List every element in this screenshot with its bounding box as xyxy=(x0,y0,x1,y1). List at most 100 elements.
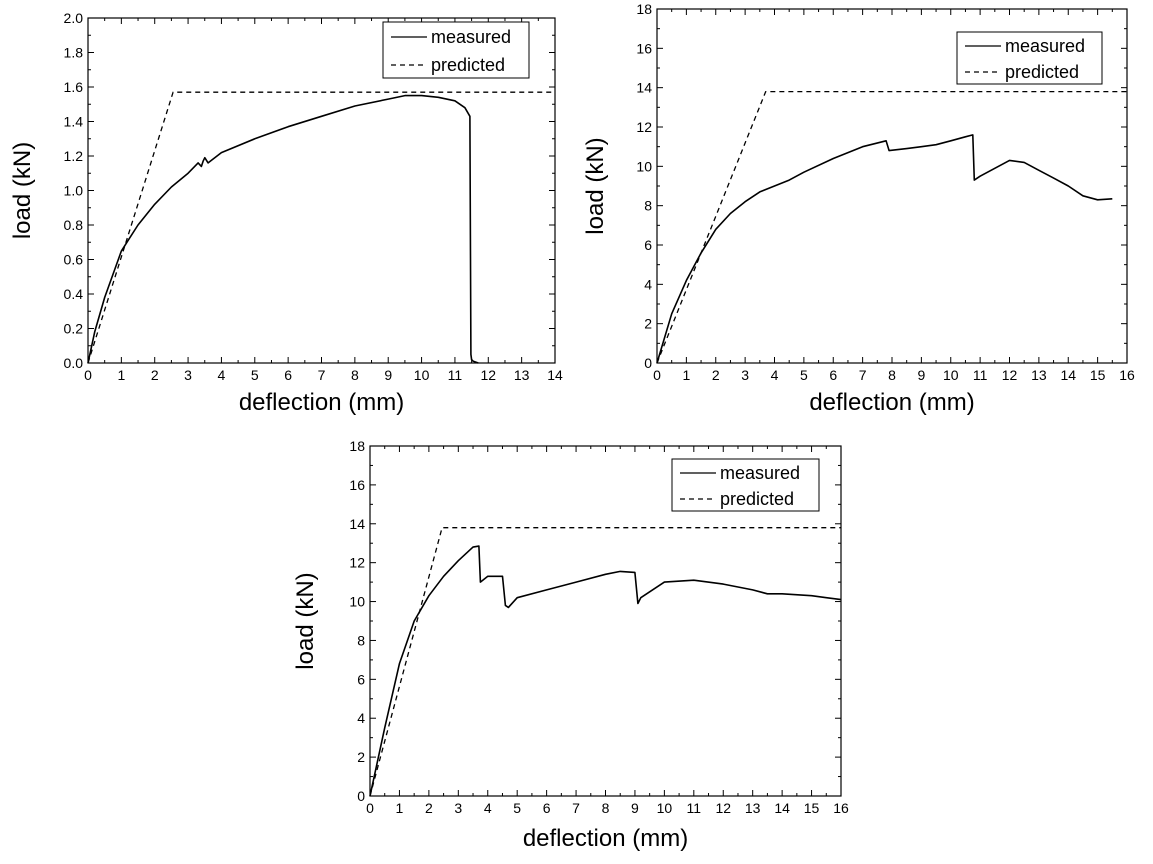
chart3-y-tick-label: 2 xyxy=(357,749,365,765)
chart2-y-tick-label: 8 xyxy=(644,198,652,214)
chart3-x-tick-label: 7 xyxy=(572,800,580,816)
chart2-x-tick-label: 16 xyxy=(1119,367,1135,383)
chart2-x-tick-label: 0 xyxy=(653,367,661,383)
chart1-y-tick-label: 2.0 xyxy=(64,10,84,26)
chart3-y-tick-label: 4 xyxy=(357,710,365,726)
chart1-x-tick-label: 7 xyxy=(318,367,326,383)
chart1-x-tick-label: 10 xyxy=(414,367,430,383)
chart1-x-tick-label: 4 xyxy=(218,367,226,383)
chart1-legend-box xyxy=(382,21,530,79)
chart3-x-tick-label: 14 xyxy=(774,800,790,816)
chart2-group: 0 1 2 3 4 5 6 7 8 9 10 11 12 13 14 15 16024681012141618d… xyxy=(582,1,1135,416)
chart1-y-tick-label: 1.4 xyxy=(64,114,84,130)
chart2-x-tick-label: 9 xyxy=(917,367,925,383)
chart3-x-tick-label: 1 xyxy=(396,800,404,816)
chart1-x-tick-label: 12 xyxy=(480,367,496,383)
chart3-x-tick-label: 0 xyxy=(366,800,374,816)
chart2-x-tick-label: 3 xyxy=(741,367,749,383)
chart1-x-tick-label: 14 xyxy=(547,367,563,383)
chart2-y-tick-label: 6 xyxy=(644,237,652,253)
chart2-x-tick-label: 4 xyxy=(771,367,779,383)
chart1-x-tick-label: 11 xyxy=(448,367,463,383)
chart3-x-tick-label: 12 xyxy=(715,800,731,816)
chart3-x-tick-label: 9 xyxy=(631,800,639,816)
chart2-y-tick-label: 4 xyxy=(644,276,652,292)
chart2-x-tick-label: 2 xyxy=(712,367,720,383)
chart1-x-axis-title: deflection (mm) xyxy=(239,389,404,416)
chart3-y-axis-title: load (kN) xyxy=(292,572,319,669)
chart3-legend-box xyxy=(671,458,820,512)
chart3-x-tick-label: 3 xyxy=(454,800,462,816)
chart3-x-tick-label: 10 xyxy=(657,800,673,816)
chart1-y-tick-label: 0.0 xyxy=(64,355,84,371)
chart3-series-measured-line xyxy=(369,545,842,797)
chart3-y-tick-label: 14 xyxy=(349,516,365,532)
chart2-x-tick-label: 10 xyxy=(943,367,959,383)
chart1-legend-label-measured: measured xyxy=(431,27,511,47)
chart3-y-tick-label: 16 xyxy=(349,477,365,493)
chart1-x-tick-label: 3 xyxy=(184,367,192,383)
chart1-y-tick-label: 1.6 xyxy=(64,79,84,95)
chart2-x-tick-label: 11 xyxy=(973,367,988,383)
chart1-x-tick-label: 13 xyxy=(514,367,530,383)
chart2-y-tick-label: 0 xyxy=(644,355,652,371)
chart1-x-tick-label: 5 xyxy=(251,367,259,383)
chart3-y-tick-label: 0 xyxy=(357,788,365,804)
chart1-y-tick-label: 0.6 xyxy=(64,252,84,268)
chart1-y-axis-title: load (kN) xyxy=(9,142,36,239)
chart2-x-tick-label: 14 xyxy=(1060,367,1076,383)
chart3-x-axis-title: deflection (mm) xyxy=(523,825,688,852)
chart2-y-tick-label: 10 xyxy=(636,158,652,174)
chart2-legend: measured predicted xyxy=(956,31,1103,85)
chart2-legend-label-predicted: predicted xyxy=(1005,62,1079,82)
chart1-legend-label-predicted: predicted xyxy=(431,55,505,75)
chart1-y-tick-label: 0.4 xyxy=(64,286,84,302)
chart3-x-tick-label: 15 xyxy=(804,800,820,816)
chart1-series-predicted-line xyxy=(87,91,555,364)
chart2-y-tick-label: 12 xyxy=(636,119,652,135)
chart2-x-tick-label: 7 xyxy=(859,367,867,383)
chart1-group: 0 1 2 3 4 5 6 7 8 9 10 11 12 13 140.00.20.40.60.81.01.… xyxy=(9,10,563,416)
chart2-y-tick-label: 18 xyxy=(636,1,652,17)
chart3-legend-label-predicted: predicted xyxy=(720,489,794,509)
chart1-x-tick-label: 1 xyxy=(117,367,125,383)
chart1-y-tick-label: 0.8 xyxy=(64,217,84,233)
chart2-y-tick-label: 16 xyxy=(636,40,652,56)
chart3-y-tick-label: 10 xyxy=(349,594,365,610)
chart2-legend-label-measured: measured xyxy=(1005,36,1085,56)
chart1-x-tick-label: 8 xyxy=(351,367,359,383)
chart2-y-tick-label: 2 xyxy=(644,316,652,332)
chart3-legend: measured predicted xyxy=(671,458,820,512)
chart1-legend: measured predicted xyxy=(382,21,530,79)
chart3-x-tick-label: 4 xyxy=(484,800,492,816)
chart2-x-tick-label: 8 xyxy=(888,367,896,383)
chart2-x-tick-label: 5 xyxy=(800,367,808,383)
chart3-y-tick-label: 12 xyxy=(349,555,365,571)
chart3-x-tick-label: 16 xyxy=(833,800,849,816)
chart3-y-tick-label: 6 xyxy=(357,671,365,687)
chart2-x-axis-title: deflection (mm) xyxy=(809,389,974,416)
chart3-legend-label-measured: measured xyxy=(720,463,800,483)
chart1-y-tick-label: 0.2 xyxy=(64,321,84,337)
chart3-x-tick-label: 5 xyxy=(513,800,521,816)
chart2-y-axis-title: load (kN) xyxy=(582,137,609,234)
chart3-x-tick-label: 6 xyxy=(543,800,551,816)
chart1-x-tick-label: 0 xyxy=(84,367,92,383)
chart1-y-tick-label: 1.0 xyxy=(64,183,84,199)
chart1-x-tick-label: 6 xyxy=(284,367,292,383)
chart1-x-tick-label: 9 xyxy=(384,367,392,383)
chart3-y-tick-label: 8 xyxy=(357,632,365,648)
chart2-x-tick-label: 6 xyxy=(829,367,837,383)
chart2-x-tick-label: 1 xyxy=(682,367,690,383)
chart2-legend-box xyxy=(956,31,1103,85)
chart2-series-measured-line xyxy=(656,134,1113,364)
chart1-y-tick-label: 1.8 xyxy=(64,45,84,61)
chart3-group: 0 1 2 3 4 5 6 7 8 9 10 11 12 13 14 15 16024681012141618d… xyxy=(292,438,849,852)
chart3-x-tick-label: 11 xyxy=(687,800,702,816)
chart3-x-tick-label: 13 xyxy=(745,800,761,816)
chart2-series-predicted-line xyxy=(656,90,1127,364)
chart2-x-tick-label: 12 xyxy=(1002,367,1018,383)
chart2-x-tick-label: 15 xyxy=(1090,367,1106,383)
chart3-x-tick-label: 2 xyxy=(425,800,433,816)
